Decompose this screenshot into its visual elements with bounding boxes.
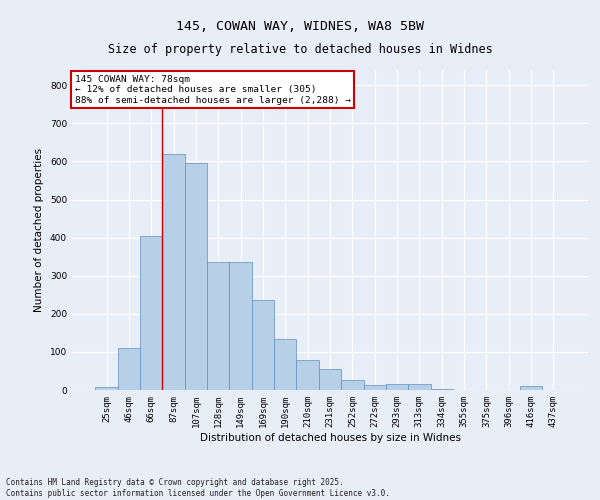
Bar bbox=[95, 387, 118, 390]
Bar bbox=[319, 369, 341, 390]
Bar bbox=[118, 348, 140, 390]
Bar bbox=[296, 360, 319, 390]
X-axis label: Distribution of detached houses by size in Widnes: Distribution of detached houses by size … bbox=[199, 432, 461, 442]
Text: Size of property relative to detached houses in Widnes: Size of property relative to detached ho… bbox=[107, 42, 493, 56]
Bar bbox=[163, 154, 185, 390]
Bar bbox=[185, 164, 207, 390]
Bar bbox=[140, 236, 163, 390]
Bar bbox=[364, 386, 386, 390]
Bar bbox=[408, 384, 431, 390]
Text: 145, COWAN WAY, WIDNES, WA8 5BW: 145, COWAN WAY, WIDNES, WA8 5BW bbox=[176, 20, 424, 33]
Bar bbox=[386, 384, 408, 390]
Bar bbox=[252, 300, 274, 390]
Bar bbox=[207, 262, 229, 390]
Bar bbox=[274, 338, 296, 390]
Bar bbox=[229, 262, 252, 390]
Bar bbox=[520, 386, 542, 390]
Text: Contains HM Land Registry data © Crown copyright and database right 2025.
Contai: Contains HM Land Registry data © Crown c… bbox=[6, 478, 390, 498]
Bar bbox=[431, 389, 453, 390]
Y-axis label: Number of detached properties: Number of detached properties bbox=[34, 148, 44, 312]
Bar bbox=[341, 380, 364, 390]
Text: 145 COWAN WAY: 78sqm
← 12% of detached houses are smaller (305)
88% of semi-deta: 145 COWAN WAY: 78sqm ← 12% of detached h… bbox=[74, 75, 350, 104]
